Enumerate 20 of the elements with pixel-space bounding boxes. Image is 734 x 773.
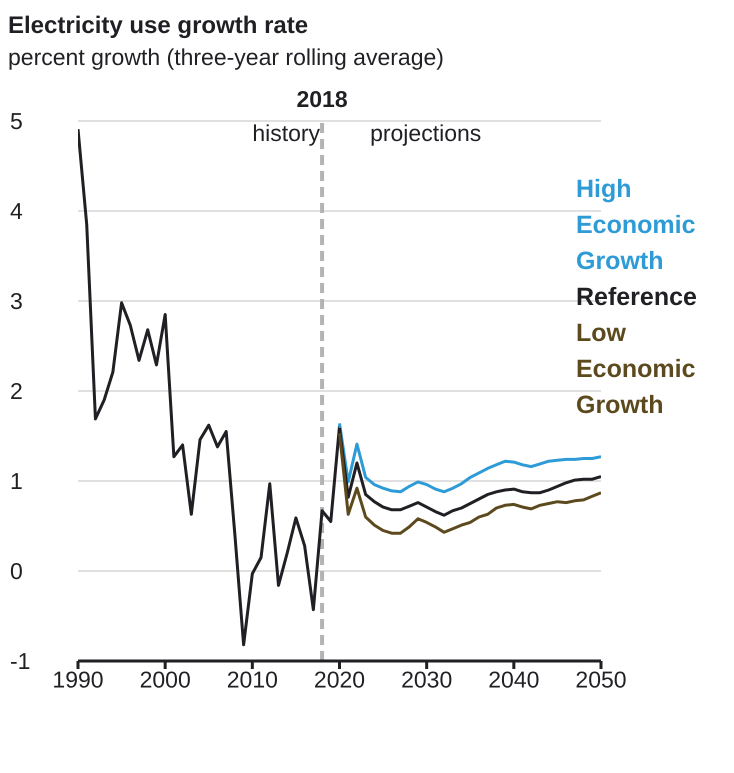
ref-line-label: 2018	[296, 86, 348, 112]
x-tick-label: 1990	[52, 666, 104, 692]
x-tick-label: 2010	[226, 666, 278, 692]
y-tick-label: 3	[10, 288, 23, 314]
legend: High Economic Growth Reference Low Economic Growth	[576, 171, 726, 423]
chart-title: Electricity use growth rate	[8, 12, 310, 40]
x-tick-label: 2000	[140, 666, 191, 692]
y-tick-label: -1	[10, 648, 30, 674]
annotation: history	[252, 120, 321, 146]
y-tick-label: 5	[10, 108, 23, 134]
y-tick-label: 2	[10, 378, 23, 404]
chart-subtitle: percent growth (three-year rolling average)	[8, 44, 445, 71]
x-tick-label: 2050	[575, 666, 627, 692]
y-tick-label: 4	[10, 198, 23, 224]
y-tick-label: 0	[10, 558, 23, 584]
annotation: projections	[370, 120, 482, 146]
x-tick-label: 2030	[401, 666, 452, 692]
y-tick-label: 1	[10, 468, 23, 494]
x-tick-label: 2020	[314, 666, 366, 692]
x-tick-label: 2040	[488, 666, 540, 692]
